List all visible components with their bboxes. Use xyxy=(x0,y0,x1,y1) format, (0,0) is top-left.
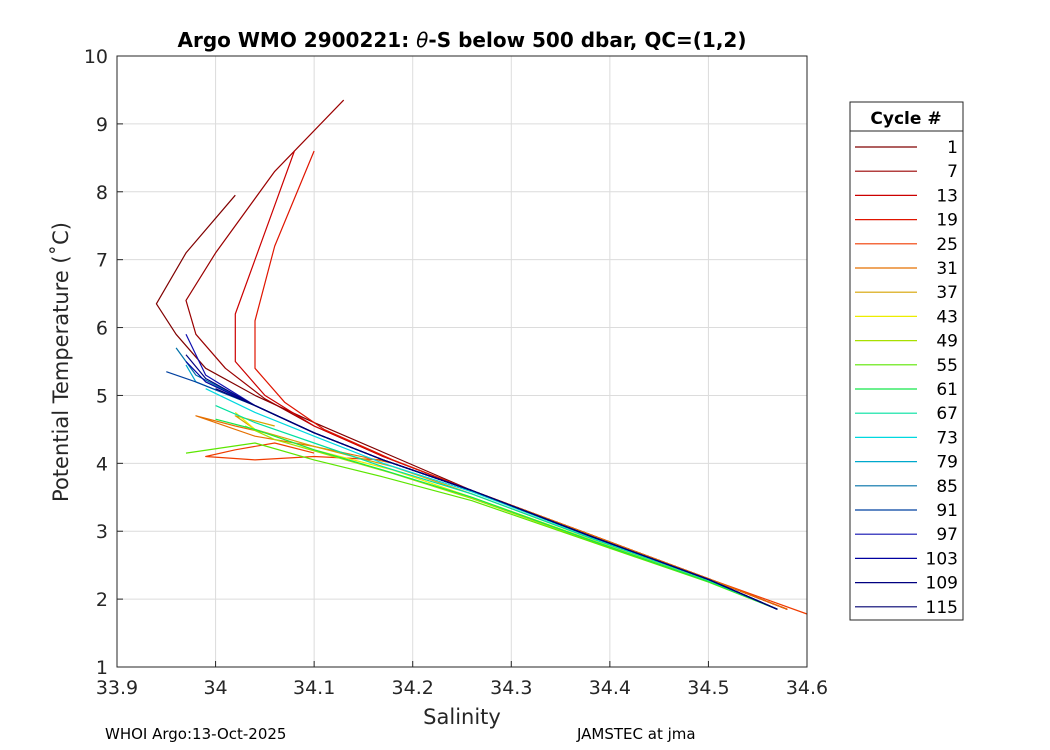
series-line-cycle-31 xyxy=(195,415,788,610)
legend: Cycle # 1 7 13 19 25 31 37 43 49 55 61 67 73 79 85 91 97… xyxy=(849,101,964,621)
y-tick-label: 1 xyxy=(96,657,108,679)
x-tick-label: 33.9 xyxy=(96,677,138,699)
series-layer xyxy=(155,99,808,615)
series-line-cycle-73 xyxy=(205,388,778,610)
legend-label-cycle-73: 73 xyxy=(936,428,958,448)
legend-label-cycle-13: 13 xyxy=(936,186,958,206)
legend-label-cycle-97: 97 xyxy=(936,525,958,545)
x-tick-label: 34.6 xyxy=(786,677,828,699)
x-tick-label: 34.1 xyxy=(293,677,335,699)
y-tick-label: 9 xyxy=(96,114,108,136)
legend-label-cycle-85: 85 xyxy=(936,477,958,497)
legend-label-cycle-67: 67 xyxy=(936,404,958,424)
plot-area xyxy=(117,56,807,667)
legend-label-cycle-103: 103 xyxy=(926,549,958,569)
legend-label-cycle-43: 43 xyxy=(936,307,958,327)
legend-label-cycle-109: 109 xyxy=(926,574,958,594)
x-tick-label: 34.4 xyxy=(589,677,631,699)
legend-label-cycle-91: 91 xyxy=(936,501,958,521)
legend-label-cycle-19: 19 xyxy=(936,211,958,231)
x-tick-label: 34.2 xyxy=(392,677,434,699)
legend-label-cycle-25: 25 xyxy=(936,235,958,255)
footer-institution: JAMSTEC at jma xyxy=(577,725,696,743)
y-tick-label: 6 xyxy=(96,318,108,340)
x-axis-label: Salinity xyxy=(423,705,501,729)
legend-label-cycle-61: 61 xyxy=(936,380,958,400)
plot-frame xyxy=(116,55,808,668)
x-tick-label: 34 xyxy=(203,677,227,699)
y-tick-label: 5 xyxy=(96,385,108,407)
legend-label-cycle-1: 1 xyxy=(947,138,958,158)
y-tick-label: 10 xyxy=(84,46,108,68)
legend-label-cycle-37: 37 xyxy=(936,283,958,303)
footer-source-date: WHOI Argo:13-Oct-2025 xyxy=(105,725,287,743)
x-tick-label: 34.5 xyxy=(687,677,729,699)
y-tick-label: 3 xyxy=(96,521,108,543)
series-line-cycle-55 xyxy=(185,442,778,610)
legend-label-cycle-79: 79 xyxy=(936,453,958,473)
x-tick-label: 34.3 xyxy=(490,677,532,699)
chart-title: Argo WMO 2900221: θ-S below 500 dbar, QC… xyxy=(178,28,747,52)
axis-ticks: 33.9 34 34.1 34.2 34.3 34.4 34.5 34.61234567891… xyxy=(84,46,828,699)
legend-label-cycle-7: 7 xyxy=(947,162,958,182)
y-tick-label: 2 xyxy=(96,589,108,611)
series-line-cycle-115 xyxy=(215,388,778,610)
series-line-cycle-61 xyxy=(215,418,778,610)
legend-label-cycle-115: 115 xyxy=(926,598,958,618)
y-tick-label: 4 xyxy=(96,453,108,475)
legend-label-cycle-55: 55 xyxy=(936,356,958,376)
legend-title: Cycle # xyxy=(870,109,941,129)
y-tick-label: 8 xyxy=(96,182,108,204)
legend-label-cycle-31: 31 xyxy=(936,259,958,279)
y-tick-label: 7 xyxy=(96,250,108,272)
y-axis-label: Potential Temperature (˚C) xyxy=(49,222,73,502)
legend-label-cycle-49: 49 xyxy=(936,332,958,352)
